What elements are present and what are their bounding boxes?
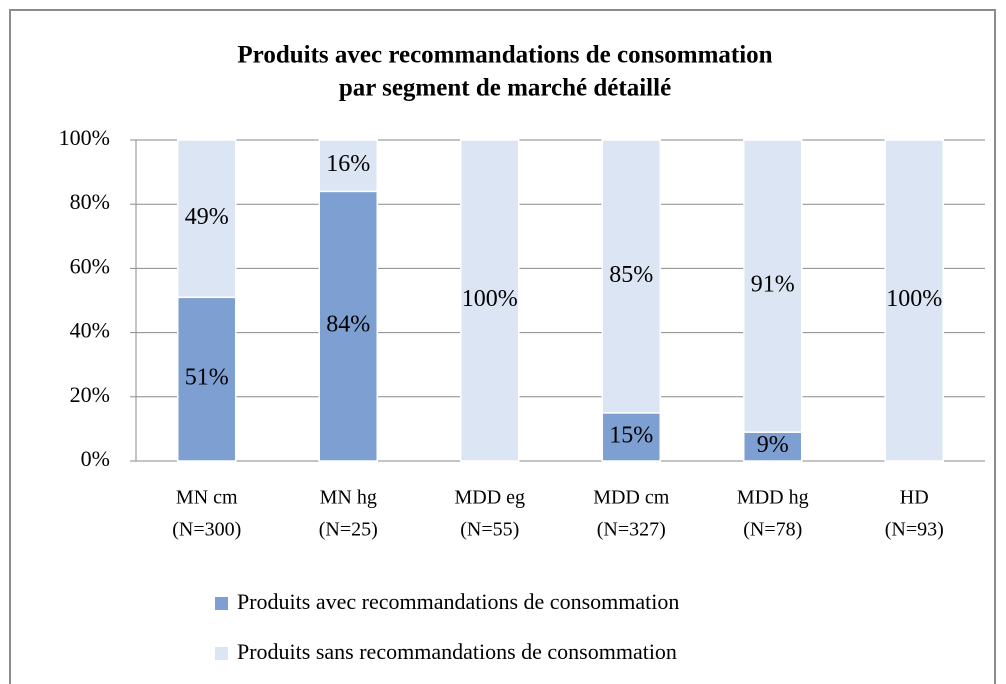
y-tick-label: 20% bbox=[70, 382, 110, 407]
bar-segment bbox=[318, 190, 378, 462]
bar-segment bbox=[177, 296, 237, 462]
y-tick-label: 40% bbox=[70, 318, 110, 343]
bar-segment bbox=[601, 412, 661, 462]
bar-segment bbox=[601, 139, 661, 414]
x-tick-label: MN cm bbox=[176, 487, 238, 509]
bar-segment bbox=[884, 139, 944, 462]
bar-segment bbox=[743, 139, 803, 433]
bar-segment bbox=[318, 139, 378, 193]
value-label: 16% bbox=[326, 151, 370, 177]
legend-swatch bbox=[215, 597, 228, 610]
x-tick-label: MDD cm bbox=[593, 487, 670, 509]
x-tick-label: MDD hg bbox=[737, 487, 809, 509]
value-label: 91% bbox=[751, 272, 795, 298]
y-tick-label: 60% bbox=[70, 253, 110, 278]
bar-segment bbox=[460, 139, 520, 462]
value-label: 15% bbox=[609, 422, 653, 448]
legend-swatch bbox=[215, 647, 228, 660]
x-tick-label: (N=25) bbox=[319, 519, 378, 541]
value-label: 84% bbox=[326, 312, 370, 338]
y-tick-label: 0% bbox=[81, 446, 110, 471]
x-tick-label: HD bbox=[900, 487, 929, 509]
value-label: 100% bbox=[886, 286, 942, 312]
x-tick-label: MDD eg bbox=[454, 487, 525, 509]
y-tick-label: 100% bbox=[59, 125, 110, 150]
chart-title: par segment de marché détaillé bbox=[339, 75, 671, 102]
x-tick-label: MN hg bbox=[320, 487, 377, 509]
x-tick-label: (N=93) bbox=[885, 519, 944, 541]
value-label: 9% bbox=[757, 432, 789, 458]
y-tick-label: 80% bbox=[70, 189, 110, 214]
legend-label: Produits avec recommandations de consomm… bbox=[237, 589, 679, 614]
value-label: 85% bbox=[609, 262, 653, 288]
x-tick-label: (N=300) bbox=[172, 519, 241, 541]
value-label: 100% bbox=[462, 286, 518, 312]
x-tick-label: (N=78) bbox=[743, 519, 802, 541]
bar-segment bbox=[743, 431, 803, 462]
value-label: 49% bbox=[185, 204, 229, 230]
bar-segment bbox=[177, 139, 237, 299]
x-tick-label: (N=327) bbox=[597, 519, 666, 541]
value-label: 51% bbox=[185, 365, 229, 391]
chart-title: Produits avec recommandations de consomm… bbox=[237, 42, 772, 69]
legend-label: Produits sans recommandations de consomm… bbox=[237, 639, 677, 664]
x-tick-label: (N=55) bbox=[460, 519, 519, 541]
